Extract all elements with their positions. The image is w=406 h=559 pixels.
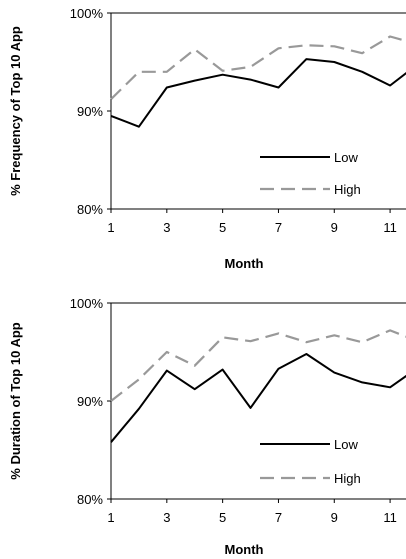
chart-0-ytick-label: 80% bbox=[77, 202, 103, 217]
chart-1-ytick-label: 80% bbox=[77, 492, 103, 507]
chart-0-legend-low-label: Low bbox=[334, 150, 358, 165]
chart-1-xtick-label: 11 bbox=[383, 510, 397, 525]
chart-1-legend-high-label: High bbox=[334, 471, 361, 486]
chart-0-xtick-label: 9 bbox=[331, 220, 338, 235]
chart-0-legend-high-label: High bbox=[334, 182, 361, 197]
chart-0-xtick-label: 1 bbox=[107, 220, 114, 235]
chart-1-xtick-label: 5 bbox=[219, 510, 226, 525]
chart-1-ytick-label: 90% bbox=[77, 394, 103, 409]
chart-0-xlabel: Month bbox=[225, 256, 264, 271]
chart-1-legend-low-label: Low bbox=[334, 437, 358, 452]
chart-1-series-high-line bbox=[110, 329, 406, 402]
duration-chart: % Duration of Top 10 App Month 80% 90% 100… bbox=[8, 296, 406, 557]
chart-1-xtick-label: 3 bbox=[163, 510, 170, 525]
chart-1-series-low-line bbox=[110, 353, 406, 443]
chart-1-xlabel: Month bbox=[225, 542, 264, 557]
chart-0-ylabel: % Frequency of Top 10 App bbox=[8, 26, 23, 196]
chart-1-xtick-label: 1 bbox=[107, 510, 114, 525]
chart-0-ytick-label: 100% bbox=[70, 6, 104, 21]
chart-0-xtick-label: 3 bbox=[163, 220, 170, 235]
chart-0-xtick-label: 5 bbox=[219, 220, 226, 235]
chart-0-xtick-label: 7 bbox=[275, 220, 282, 235]
chart-1-ylabel: % Duration of Top 10 App bbox=[8, 322, 23, 479]
chart-1-xtick-label: 9 bbox=[331, 510, 338, 525]
chart-0-series-low-line bbox=[110, 58, 406, 128]
chart-0-series-high-line bbox=[110, 35, 406, 100]
chart-0-xtick-label: 11 bbox=[383, 220, 397, 235]
frequency-chart: % Frequency of Top 10 App Month 80% 90% 10… bbox=[8, 6, 406, 271]
chart-1-ytick-label: 100% bbox=[70, 296, 104, 311]
chart-1-xtick-label: 7 bbox=[275, 510, 282, 525]
chart-0-ytick-label: 90% bbox=[77, 104, 103, 119]
